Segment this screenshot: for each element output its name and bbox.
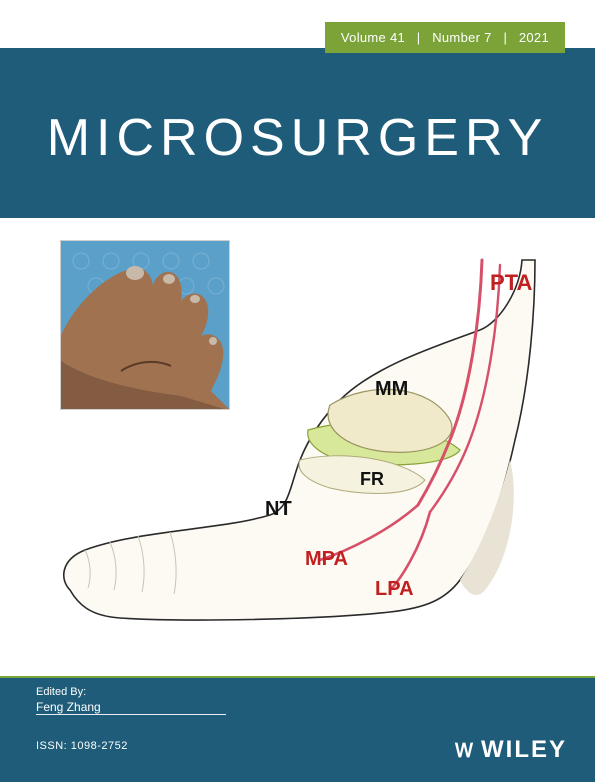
- wiley-mark-icon: [453, 739, 475, 761]
- issue-badge: Volume 41 | Number 7 | 2021: [325, 22, 565, 53]
- sep: |: [409, 30, 428, 45]
- journal-cover: Volume 41 | Number 7 | 2021 MICROSURGERY…: [0, 0, 595, 782]
- label-fr: FR: [360, 469, 384, 489]
- editor-name: Feng Zhang: [36, 700, 101, 714]
- nail-1: [126, 266, 144, 280]
- issn-text: ISSN: 1098-2752: [36, 740, 128, 752]
- issue-number: Number 7: [432, 30, 491, 45]
- inset-photo-svg: [61, 241, 230, 410]
- edited-by-label: Edited By:: [36, 686, 86, 698]
- label-mm: MM: [375, 378, 408, 400]
- issue-volume: Volume 41: [341, 30, 405, 45]
- nail-4: [209, 337, 217, 345]
- inset-photo: [60, 240, 230, 410]
- footer-inner-rule: [36, 714, 226, 715]
- sep: |: [496, 30, 515, 45]
- footer-band: Edited By: Feng Zhang ISSN: 1098-2752 WI…: [0, 678, 595, 782]
- publisher-name: WILEY: [481, 736, 567, 764]
- label-mpa: MPA: [305, 548, 348, 570]
- label-lpa: LPA: [375, 578, 414, 600]
- label-nt: NT: [265, 498, 292, 520]
- nail-2: [163, 274, 175, 284]
- publisher-logo: WILEY: [453, 736, 567, 764]
- issue-year: 2021: [519, 30, 549, 45]
- nail-3: [190, 295, 200, 303]
- journal-title: MICROSURGERY: [0, 108, 595, 168]
- label-pta: PTA: [490, 270, 532, 295]
